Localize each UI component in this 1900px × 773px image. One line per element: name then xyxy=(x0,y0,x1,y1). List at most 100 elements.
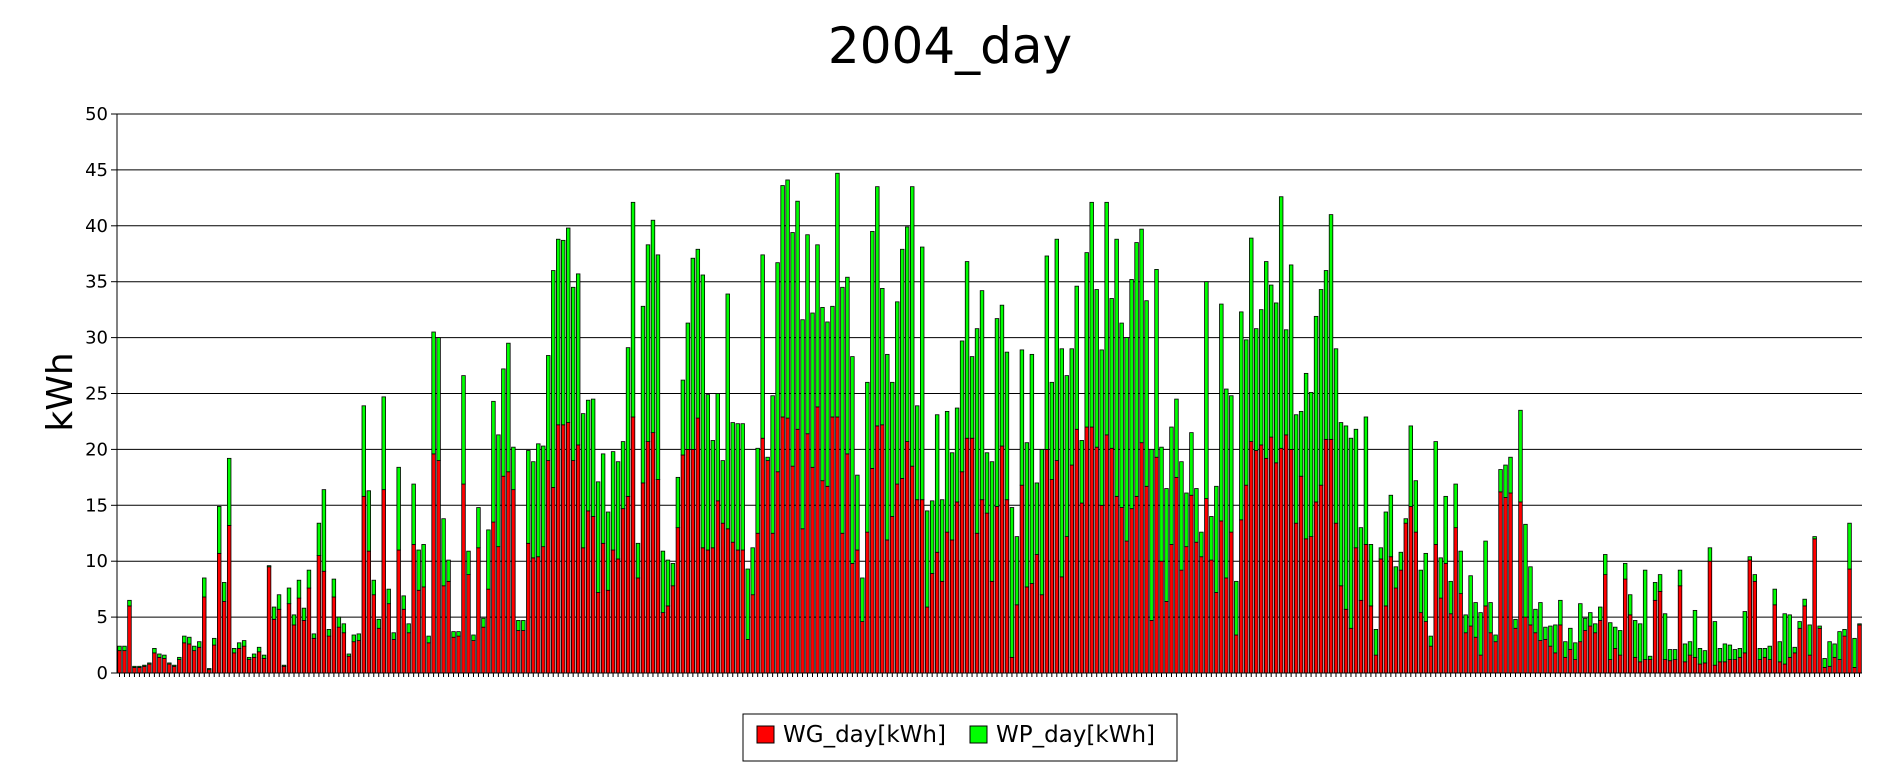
bar-wp xyxy=(1458,550,1463,595)
bar-wg xyxy=(481,626,486,674)
bar-wg xyxy=(1797,627,1802,674)
bar-wg xyxy=(1692,656,1698,674)
bar-wg xyxy=(1004,499,1010,674)
bar-wp xyxy=(162,654,167,659)
bar-wp xyxy=(281,664,287,667)
bar-wg xyxy=(1059,576,1064,674)
bar-wg xyxy=(127,605,132,674)
bar-wp xyxy=(715,393,720,502)
bar-wg xyxy=(192,650,197,674)
bar-wp xyxy=(1797,621,1802,629)
bar-wg xyxy=(1608,659,1613,674)
bar-wp xyxy=(1503,464,1508,498)
bar-wg xyxy=(471,640,476,674)
bar-wp xyxy=(1373,628,1379,656)
bar-wp xyxy=(870,230,875,469)
bar-wp xyxy=(710,440,715,549)
bar-wp xyxy=(830,305,835,418)
bar-wg xyxy=(1682,661,1688,674)
bar-wp xyxy=(1632,620,1638,658)
bar-wg xyxy=(1318,484,1324,674)
bar-wp xyxy=(625,347,631,497)
bar-wg xyxy=(1498,491,1503,674)
bar-wg xyxy=(1568,649,1573,674)
bar-wg xyxy=(157,656,162,674)
bar-wg xyxy=(1722,661,1728,674)
bar-wg xyxy=(1583,630,1588,674)
bar-wg xyxy=(1622,578,1628,674)
bar-wg xyxy=(1323,438,1329,674)
bar-wg xyxy=(575,444,581,674)
bar-wp xyxy=(1234,580,1239,636)
bar-wg xyxy=(276,608,282,674)
bar-wp xyxy=(456,631,461,637)
bar-wg xyxy=(875,425,880,674)
bar-wp xyxy=(251,653,257,658)
bar-wp xyxy=(441,518,446,587)
bar-wg xyxy=(919,499,925,674)
bar-wg xyxy=(286,603,292,674)
bar-wg xyxy=(1139,442,1144,674)
bar-wg xyxy=(840,532,845,674)
bar-wp xyxy=(1169,426,1174,545)
bar-wg xyxy=(1303,538,1309,674)
bar-wg xyxy=(760,437,765,674)
bar-wg xyxy=(1239,519,1244,674)
bar-wp xyxy=(954,407,960,503)
bar-wg xyxy=(291,624,297,674)
bar-wg xyxy=(765,460,770,674)
bar-wg xyxy=(885,539,890,674)
bar-wp xyxy=(1832,643,1837,658)
bar-wp xyxy=(152,648,157,654)
bar-wp xyxy=(117,645,122,652)
bar-wg xyxy=(1368,605,1374,674)
bar-wg xyxy=(1343,608,1349,674)
bar-wg xyxy=(1712,664,1718,674)
bar-wp xyxy=(167,662,172,665)
bar-wg xyxy=(1553,652,1558,674)
bar-wp xyxy=(476,507,481,549)
bar-wg xyxy=(1533,632,1538,674)
bar-wp xyxy=(905,226,910,442)
bar-wp xyxy=(934,414,940,553)
bar-wp xyxy=(1139,228,1144,444)
bar-wg xyxy=(1463,632,1468,674)
bar-wg xyxy=(1149,620,1154,674)
bar-wg xyxy=(1134,495,1139,674)
bar-wg xyxy=(541,546,546,674)
bar-wp xyxy=(570,286,576,461)
bar-wp xyxy=(536,443,541,558)
bar-wg xyxy=(401,608,406,674)
bar-wg xyxy=(979,499,985,674)
bar-wg xyxy=(386,603,391,674)
bar-wg xyxy=(1548,645,1553,674)
bar-wp xyxy=(890,381,895,517)
bar-wg xyxy=(1283,434,1289,674)
bar-wg xyxy=(720,522,725,674)
bar-wg xyxy=(1069,464,1074,674)
bar-wg xyxy=(336,626,342,674)
bar-wp xyxy=(1298,410,1304,477)
bar-wp xyxy=(665,559,671,607)
bar-wg xyxy=(246,659,252,674)
bar-wp xyxy=(1293,414,1299,524)
bar-wp xyxy=(182,635,187,644)
bar-wp xyxy=(386,588,391,605)
bar-wg xyxy=(1822,667,1827,674)
bar-wp xyxy=(1563,641,1568,658)
bar-wg xyxy=(451,636,456,674)
bar-wg xyxy=(391,639,396,674)
bar-wg xyxy=(650,432,656,674)
bar-wg xyxy=(207,669,212,674)
bar-wp xyxy=(1453,483,1458,529)
bar-wg xyxy=(1154,456,1159,674)
bar-wp xyxy=(775,262,780,473)
bar-wg xyxy=(790,465,795,674)
bar-wp xyxy=(725,293,730,530)
bar-wg xyxy=(1832,656,1837,674)
bar-wp xyxy=(466,550,471,576)
bar-wg xyxy=(1473,636,1478,674)
bar-wg xyxy=(177,659,182,674)
bar-wp xyxy=(949,452,955,541)
bar-wg xyxy=(301,620,307,674)
